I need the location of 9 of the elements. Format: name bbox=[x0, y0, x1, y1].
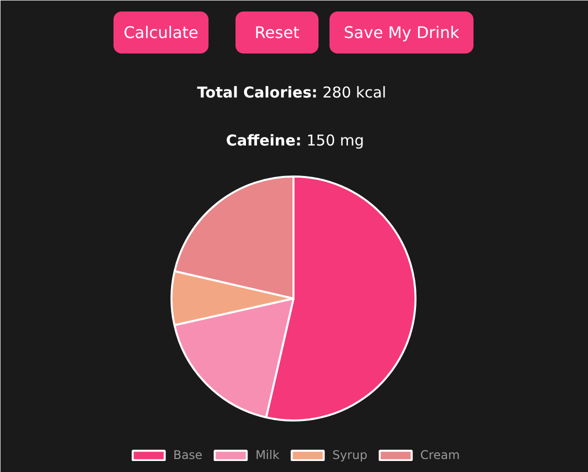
text: Total Calories: 280 kcal bbox=[197, 84, 386, 102]
legend-label: Milk bbox=[255, 448, 280, 462]
legend-label: Cream bbox=[420, 448, 460, 462]
text: Save My Drink bbox=[344, 23, 460, 42]
text: Caffeine: 150 mg bbox=[226, 132, 364, 150]
text: Reset bbox=[254, 23, 300, 42]
legend-label: Syrup bbox=[332, 448, 368, 462]
legend-label: Base bbox=[173, 448, 202, 462]
text: Calculate bbox=[124, 23, 198, 42]
